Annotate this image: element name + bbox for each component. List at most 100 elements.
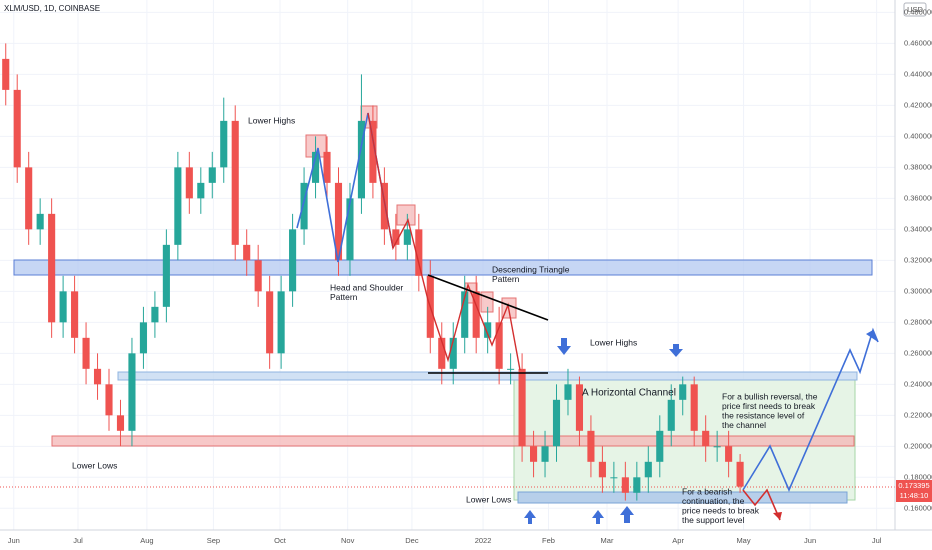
candle-body [403, 229, 411, 245]
x-tick-label: Jul [73, 536, 83, 545]
candle-body [610, 477, 618, 479]
candle-body [71, 291, 79, 338]
candle-body [587, 430, 595, 462]
countdown: 11:48:10 [900, 491, 929, 500]
candle-body [552, 399, 561, 447]
candle-body [736, 461, 744, 487]
channel-bottom-zone [517, 491, 848, 504]
candle-body [36, 213, 44, 230]
candle-body [575, 384, 584, 431]
candle-body [598, 461, 606, 478]
candle-body [139, 322, 147, 354]
candle-body [254, 260, 262, 292]
candle-body [656, 430, 664, 462]
symbol-title: XLM/USD, 1D, COINBASE [4, 4, 100, 13]
candle-body [633, 477, 641, 493]
x-tick-label: 2022 [475, 536, 492, 545]
candle-body [208, 167, 216, 183]
candle-body [346, 198, 354, 261]
y-tick-label: 0.480000 [904, 7, 932, 16]
candle-body [2, 58, 10, 90]
candles [2, 43, 744, 501]
candle-body [231, 120, 239, 245]
x-tick-label: Sep [207, 536, 220, 545]
candle-body [690, 384, 698, 431]
annotation: Lower Highs [590, 337, 637, 347]
candle-body [93, 368, 102, 385]
candle-body [415, 229, 423, 276]
candle-body [162, 244, 170, 307]
candle-body [266, 291, 274, 354]
candle-body [48, 213, 56, 323]
annotation: the resistance level of [722, 410, 805, 420]
candle-body [311, 151, 320, 183]
x-tick-label: Oct [274, 536, 287, 545]
candle-body [289, 229, 297, 292]
candle-body [392, 229, 400, 245]
candle-body [59, 291, 67, 323]
candle-body [472, 291, 480, 338]
x-tick-label: Jun [8, 536, 20, 545]
support-zone [51, 435, 855, 447]
x-tick-label: Jul [872, 536, 882, 545]
candle-body [174, 167, 182, 245]
arrows [524, 338, 683, 524]
triangle-upper [427, 274, 549, 321]
candle-body [621, 477, 629, 493]
x-tick-label: Aug [140, 536, 153, 545]
channel-top-zone [117, 371, 858, 381]
x-tick-label: Nov [341, 536, 355, 545]
candle-body [495, 322, 503, 369]
candle-body [713, 446, 721, 448]
candle-body [530, 446, 538, 462]
candle-body [644, 461, 652, 478]
last-price: 0.173395 [898, 481, 929, 490]
candle-body [369, 120, 377, 183]
candle-body [323, 151, 331, 183]
candle-body [13, 89, 21, 168]
annotation: Lower Lows [72, 460, 117, 470]
highlight-box [480, 291, 494, 313]
candle-body [667, 399, 675, 431]
candle-body [243, 244, 251, 261]
candle-body [438, 337, 446, 369]
x-tick-label: Jun [804, 536, 816, 545]
annotation: Head and Shoulder [330, 282, 403, 292]
highlight-box [396, 204, 416, 226]
currency-box[interactable] [903, 2, 927, 17]
candle-body [334, 182, 343, 261]
annotation: A Horizontal Channel [582, 388, 676, 399]
x-tick-label: Dec [405, 536, 419, 545]
candle-body [151, 306, 159, 323]
x-tick-label: Feb [542, 536, 555, 545]
annotation: Pattern [330, 292, 358, 302]
candle-body [220, 120, 228, 168]
candle-body [25, 167, 33, 230]
bearish-projection [742, 488, 781, 521]
annotation: the support level [682, 515, 744, 525]
candle-body [128, 353, 136, 431]
descent-line [367, 112, 521, 371]
candle-body [507, 368, 515, 370]
candle-body [300, 182, 308, 230]
candle-body [380, 182, 388, 230]
x-tick-label: Apr [672, 536, 684, 545]
candle-body [518, 368, 526, 447]
candle-body [702, 430, 710, 447]
